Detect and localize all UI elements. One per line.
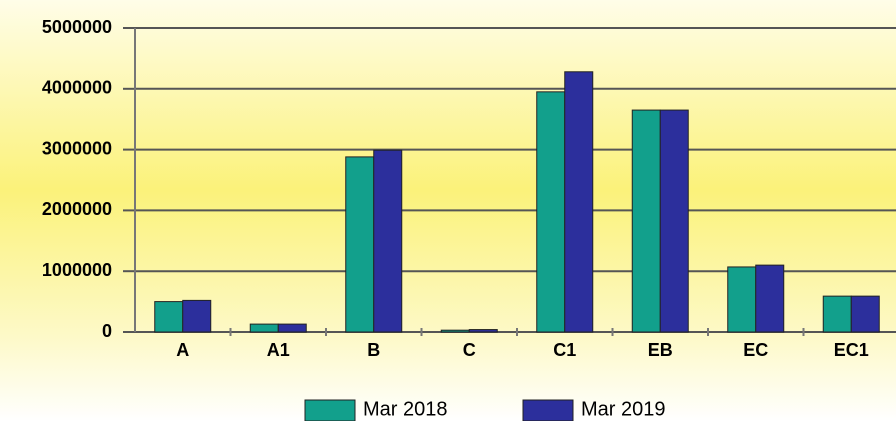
x-tick-label: EC xyxy=(743,340,768,360)
x-tick-label: EB xyxy=(648,340,673,360)
legend-swatch xyxy=(522,399,574,421)
bar xyxy=(373,149,403,333)
bar xyxy=(755,264,785,333)
bar xyxy=(277,323,307,333)
bar xyxy=(822,295,852,333)
x-tick-label: A xyxy=(176,340,189,360)
bar xyxy=(631,109,661,333)
bar xyxy=(850,295,880,333)
bar xyxy=(659,109,689,333)
bar xyxy=(727,266,757,333)
x-tick-label: A1 xyxy=(267,340,290,360)
bar xyxy=(182,299,212,333)
legend-label: Mar 2019 xyxy=(581,398,666,420)
x-tick-label: C xyxy=(463,340,476,360)
bar xyxy=(536,91,566,333)
bar xyxy=(468,329,498,333)
bar xyxy=(564,71,594,333)
bar xyxy=(249,323,279,333)
bar xyxy=(154,301,184,333)
y-tick-label: 5000000 xyxy=(42,17,112,37)
x-tick-label: C1 xyxy=(553,340,576,360)
legend-label: Mar 2018 xyxy=(363,398,448,420)
y-tick-label: 2000000 xyxy=(42,199,112,219)
y-tick-label: 3000000 xyxy=(42,138,112,158)
x-tick-label: B xyxy=(367,340,380,360)
y-tick-label: 1000000 xyxy=(42,260,112,280)
legend-swatch xyxy=(304,399,356,421)
y-tick-label: 4000000 xyxy=(42,78,112,98)
y-tick-label: 0 xyxy=(102,321,112,341)
bar xyxy=(345,156,375,333)
x-tick-label: EC1 xyxy=(834,340,869,360)
bar xyxy=(440,329,470,333)
